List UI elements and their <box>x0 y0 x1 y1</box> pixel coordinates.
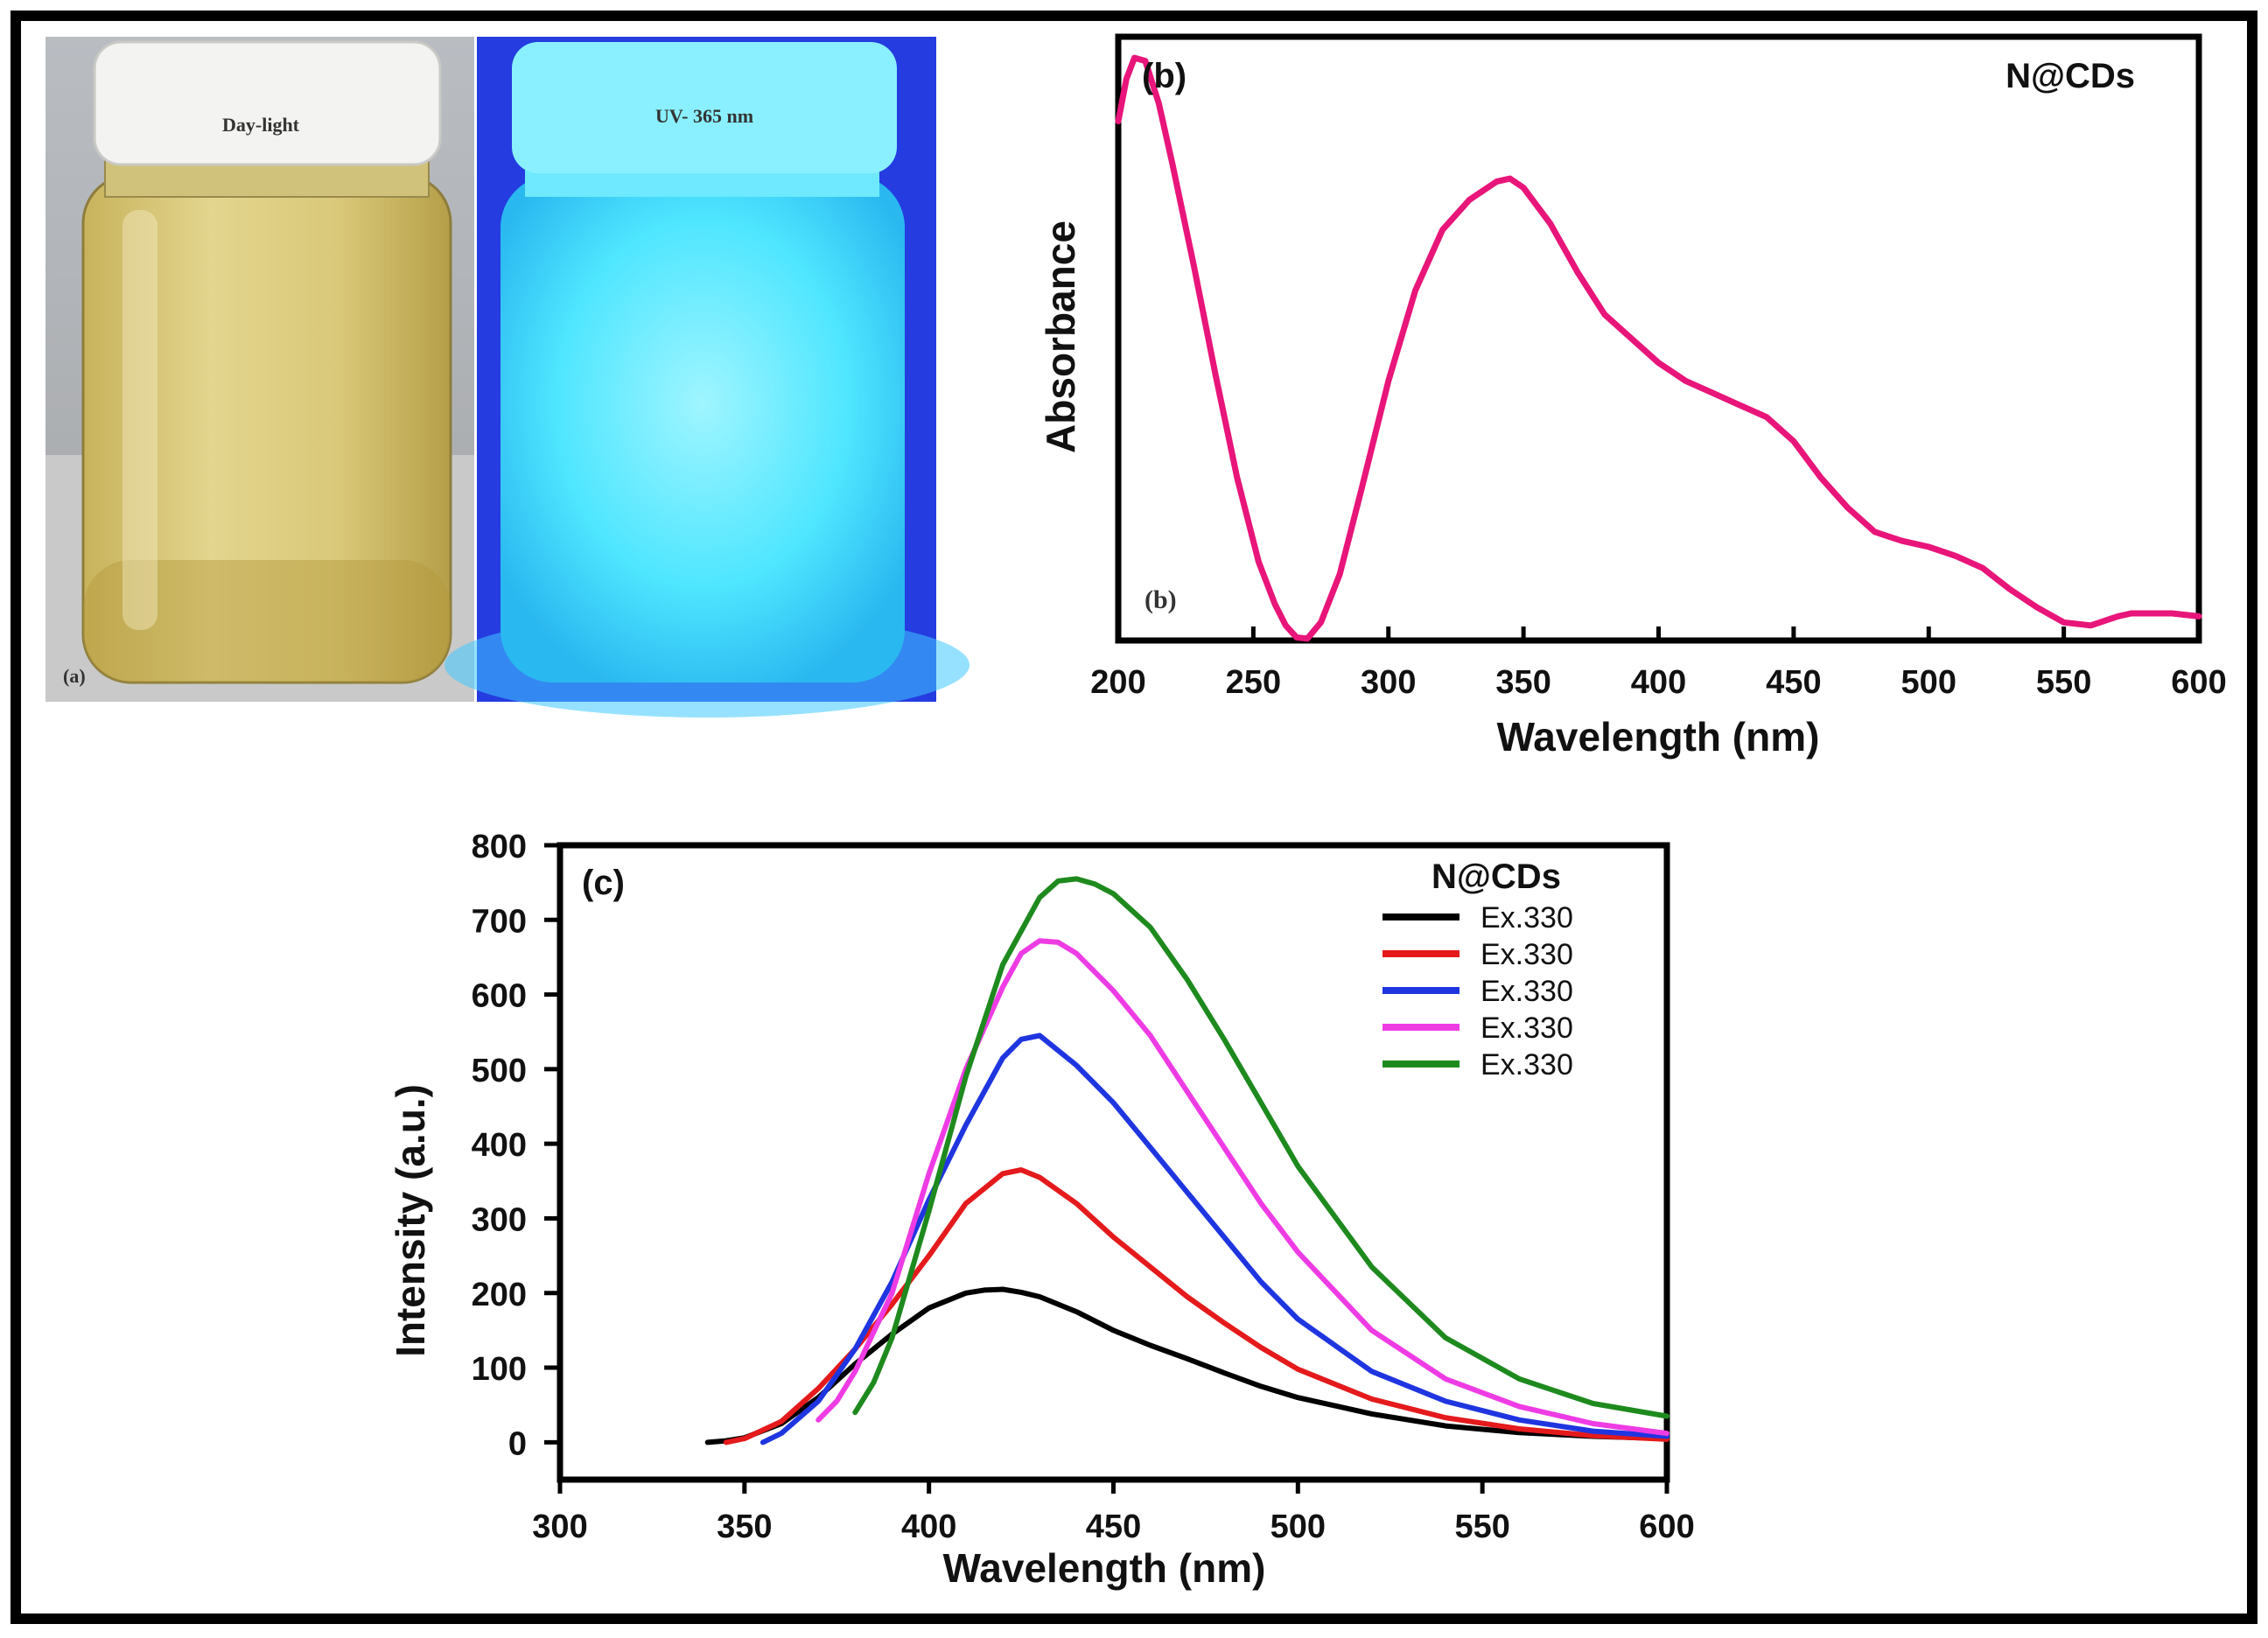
absorbance-x-tick-label: 450 <box>1766 664 1821 701</box>
emission-chart: 300 350 400 450 500 550 600 0 100 200 300 400 500 60… <box>388 829 1695 1591</box>
absorbance-x-tick-label: 300 <box>1361 664 1416 701</box>
emission-x-axis-title: Wavelength (nm) <box>943 1545 1266 1591</box>
emission-y-tick-label: 400 <box>472 1127 527 1164</box>
daylight-photo: Day-light (a) <box>46 37 474 702</box>
absorbance-title: N@CDs <box>2006 57 2135 95</box>
emission-legend-label-5: Ex.330 <box>1480 1048 1573 1082</box>
absorbance-y-axis-title: Absorbance <box>1038 220 1083 453</box>
emission-panel-tag: (c) <box>582 864 625 902</box>
emission-legend-label-4: Ex.330 <box>1480 1012 1573 1045</box>
absorbance-x-axis-title: Wavelength (nm) <box>1497 714 1820 760</box>
absorbance-x-ticks: 200 250 300 350 400 450 500 550 600 <box>1090 626 2227 701</box>
emission-y-tick-label: 0 <box>508 1425 527 1462</box>
emission-title: N@CDs <box>1432 858 1561 896</box>
absorbance-chart: 200 250 300 350 400 450 500 550 600 (b) (b) N@CD… <box>1038 33 2227 760</box>
absorbance-x-tick-label: 250 <box>1226 664 1281 701</box>
emission-y-ticks: 0 100 200 300 400 500 600 700 800 <box>472 829 560 1462</box>
absorbance-panel-tag: (b) <box>1142 57 1186 95</box>
uv-vial-cap <box>512 42 897 173</box>
emission-x-tick-label: 300 <box>532 1508 587 1545</box>
absorbance-x-tick-label: 200 <box>1090 664 1145 701</box>
daylight-vial-cap <box>93 40 442 166</box>
absorbance-series-line <box>1115 54 2202 642</box>
absorbance-x-tick-label: 600 <box>2171 664 2226 701</box>
emission-x-tick-label: 450 <box>1086 1508 1141 1545</box>
uv-label: UV- 365 nm <box>655 105 753 127</box>
uv-photo: UV- 365 nm <box>444 37 970 718</box>
emission-y-tick-label: 200 <box>472 1277 527 1313</box>
emission-series-line-4 <box>816 938 1670 1437</box>
photo-panel: Day-light (a) UV- 365 nm <box>46 37 970 718</box>
emission-x-tick-label: 600 <box>1639 1508 1694 1545</box>
emission-y-tick-label: 700 <box>472 903 527 940</box>
absorbance-inner-tag: (b) <box>1144 585 1177 614</box>
emission-x-tick-label: 400 <box>901 1508 956 1545</box>
absorbance-x-tick-label: 350 <box>1495 664 1550 701</box>
emission-y-tick-label: 300 <box>472 1201 527 1238</box>
emission-series-line-3 <box>760 1032 1670 1446</box>
emission-x-tick-label: 550 <box>1454 1508 1509 1545</box>
uv-vial <box>500 175 905 682</box>
absorbance-x-tick-label: 500 <box>1901 664 1956 701</box>
absorbance-x-tick-label: 400 <box>1631 664 1686 701</box>
emission-y-axis-title: Intensity (a.u.) <box>388 1084 433 1357</box>
emission-series-line-5 <box>852 876 1670 1419</box>
emission-y-tick-label: 100 <box>472 1351 527 1388</box>
emission-y-tick-label: 500 <box>472 1053 527 1089</box>
emission-y-tick-label: 600 <box>472 978 527 1015</box>
emission-x-ticks: 300 350 400 450 500 550 600 <box>532 1480 1695 1545</box>
emission-y-tick-label: 800 <box>472 829 527 865</box>
emission-legend-label-3: Ex.330 <box>1480 975 1573 1008</box>
emission-x-tick-label: 500 <box>1270 1508 1326 1545</box>
emission-series-lines <box>704 876 1670 1446</box>
daylight-label: Day-light <box>222 114 300 136</box>
emission-x-tick-label: 350 <box>717 1508 772 1545</box>
photo-panel-tag: (a) <box>63 665 86 687</box>
emission-legend-label-1: Ex.330 <box>1480 901 1573 934</box>
emission-legend-label-2: Ex.330 <box>1480 938 1573 971</box>
absorbance-x-tick-label: 550 <box>2036 664 2091 701</box>
